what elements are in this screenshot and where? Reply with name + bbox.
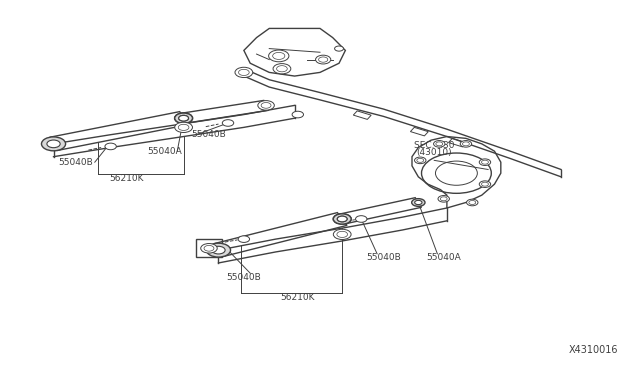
Circle shape: [42, 137, 65, 151]
Circle shape: [337, 216, 347, 222]
Circle shape: [258, 100, 275, 110]
Bar: [410, 127, 428, 136]
Circle shape: [47, 140, 60, 148]
Circle shape: [259, 102, 273, 109]
Circle shape: [467, 199, 478, 206]
Circle shape: [415, 157, 426, 164]
Text: 55040B: 55040B: [227, 273, 261, 282]
Circle shape: [175, 122, 193, 132]
Circle shape: [479, 159, 491, 166]
Text: 55040B: 55040B: [191, 130, 227, 139]
Circle shape: [222, 120, 234, 126]
Circle shape: [412, 199, 425, 206]
Circle shape: [262, 103, 269, 108]
Circle shape: [105, 143, 116, 150]
Text: SEC. 430: SEC. 430: [414, 141, 454, 150]
Circle shape: [460, 141, 472, 147]
Circle shape: [273, 64, 291, 74]
Bar: [449, 138, 467, 147]
Circle shape: [415, 201, 422, 205]
Text: 56210K: 56210K: [109, 174, 144, 183]
Circle shape: [238, 236, 250, 243]
Circle shape: [333, 214, 351, 224]
Circle shape: [438, 196, 449, 202]
Circle shape: [212, 246, 225, 254]
Text: 56210K: 56210K: [280, 293, 315, 302]
Text: 55040A: 55040A: [426, 253, 461, 262]
Circle shape: [179, 115, 189, 121]
Circle shape: [479, 181, 491, 187]
Text: (43010): (43010): [417, 148, 452, 157]
Circle shape: [269, 50, 289, 62]
Circle shape: [333, 214, 351, 224]
Circle shape: [335, 46, 344, 51]
Circle shape: [292, 111, 303, 118]
Circle shape: [433, 141, 445, 147]
Circle shape: [201, 244, 217, 253]
Circle shape: [356, 216, 367, 222]
Text: 55040B: 55040B: [58, 158, 93, 167]
Circle shape: [175, 113, 193, 124]
Circle shape: [337, 216, 347, 222]
Circle shape: [235, 67, 253, 77]
Circle shape: [179, 115, 188, 121]
Bar: [353, 111, 371, 119]
Circle shape: [175, 113, 193, 124]
Circle shape: [316, 55, 331, 64]
Text: 55040A: 55040A: [147, 147, 182, 156]
Circle shape: [207, 243, 230, 257]
Circle shape: [333, 229, 351, 240]
Text: 55040B: 55040B: [366, 253, 401, 262]
Text: X4310016: X4310016: [569, 344, 618, 355]
